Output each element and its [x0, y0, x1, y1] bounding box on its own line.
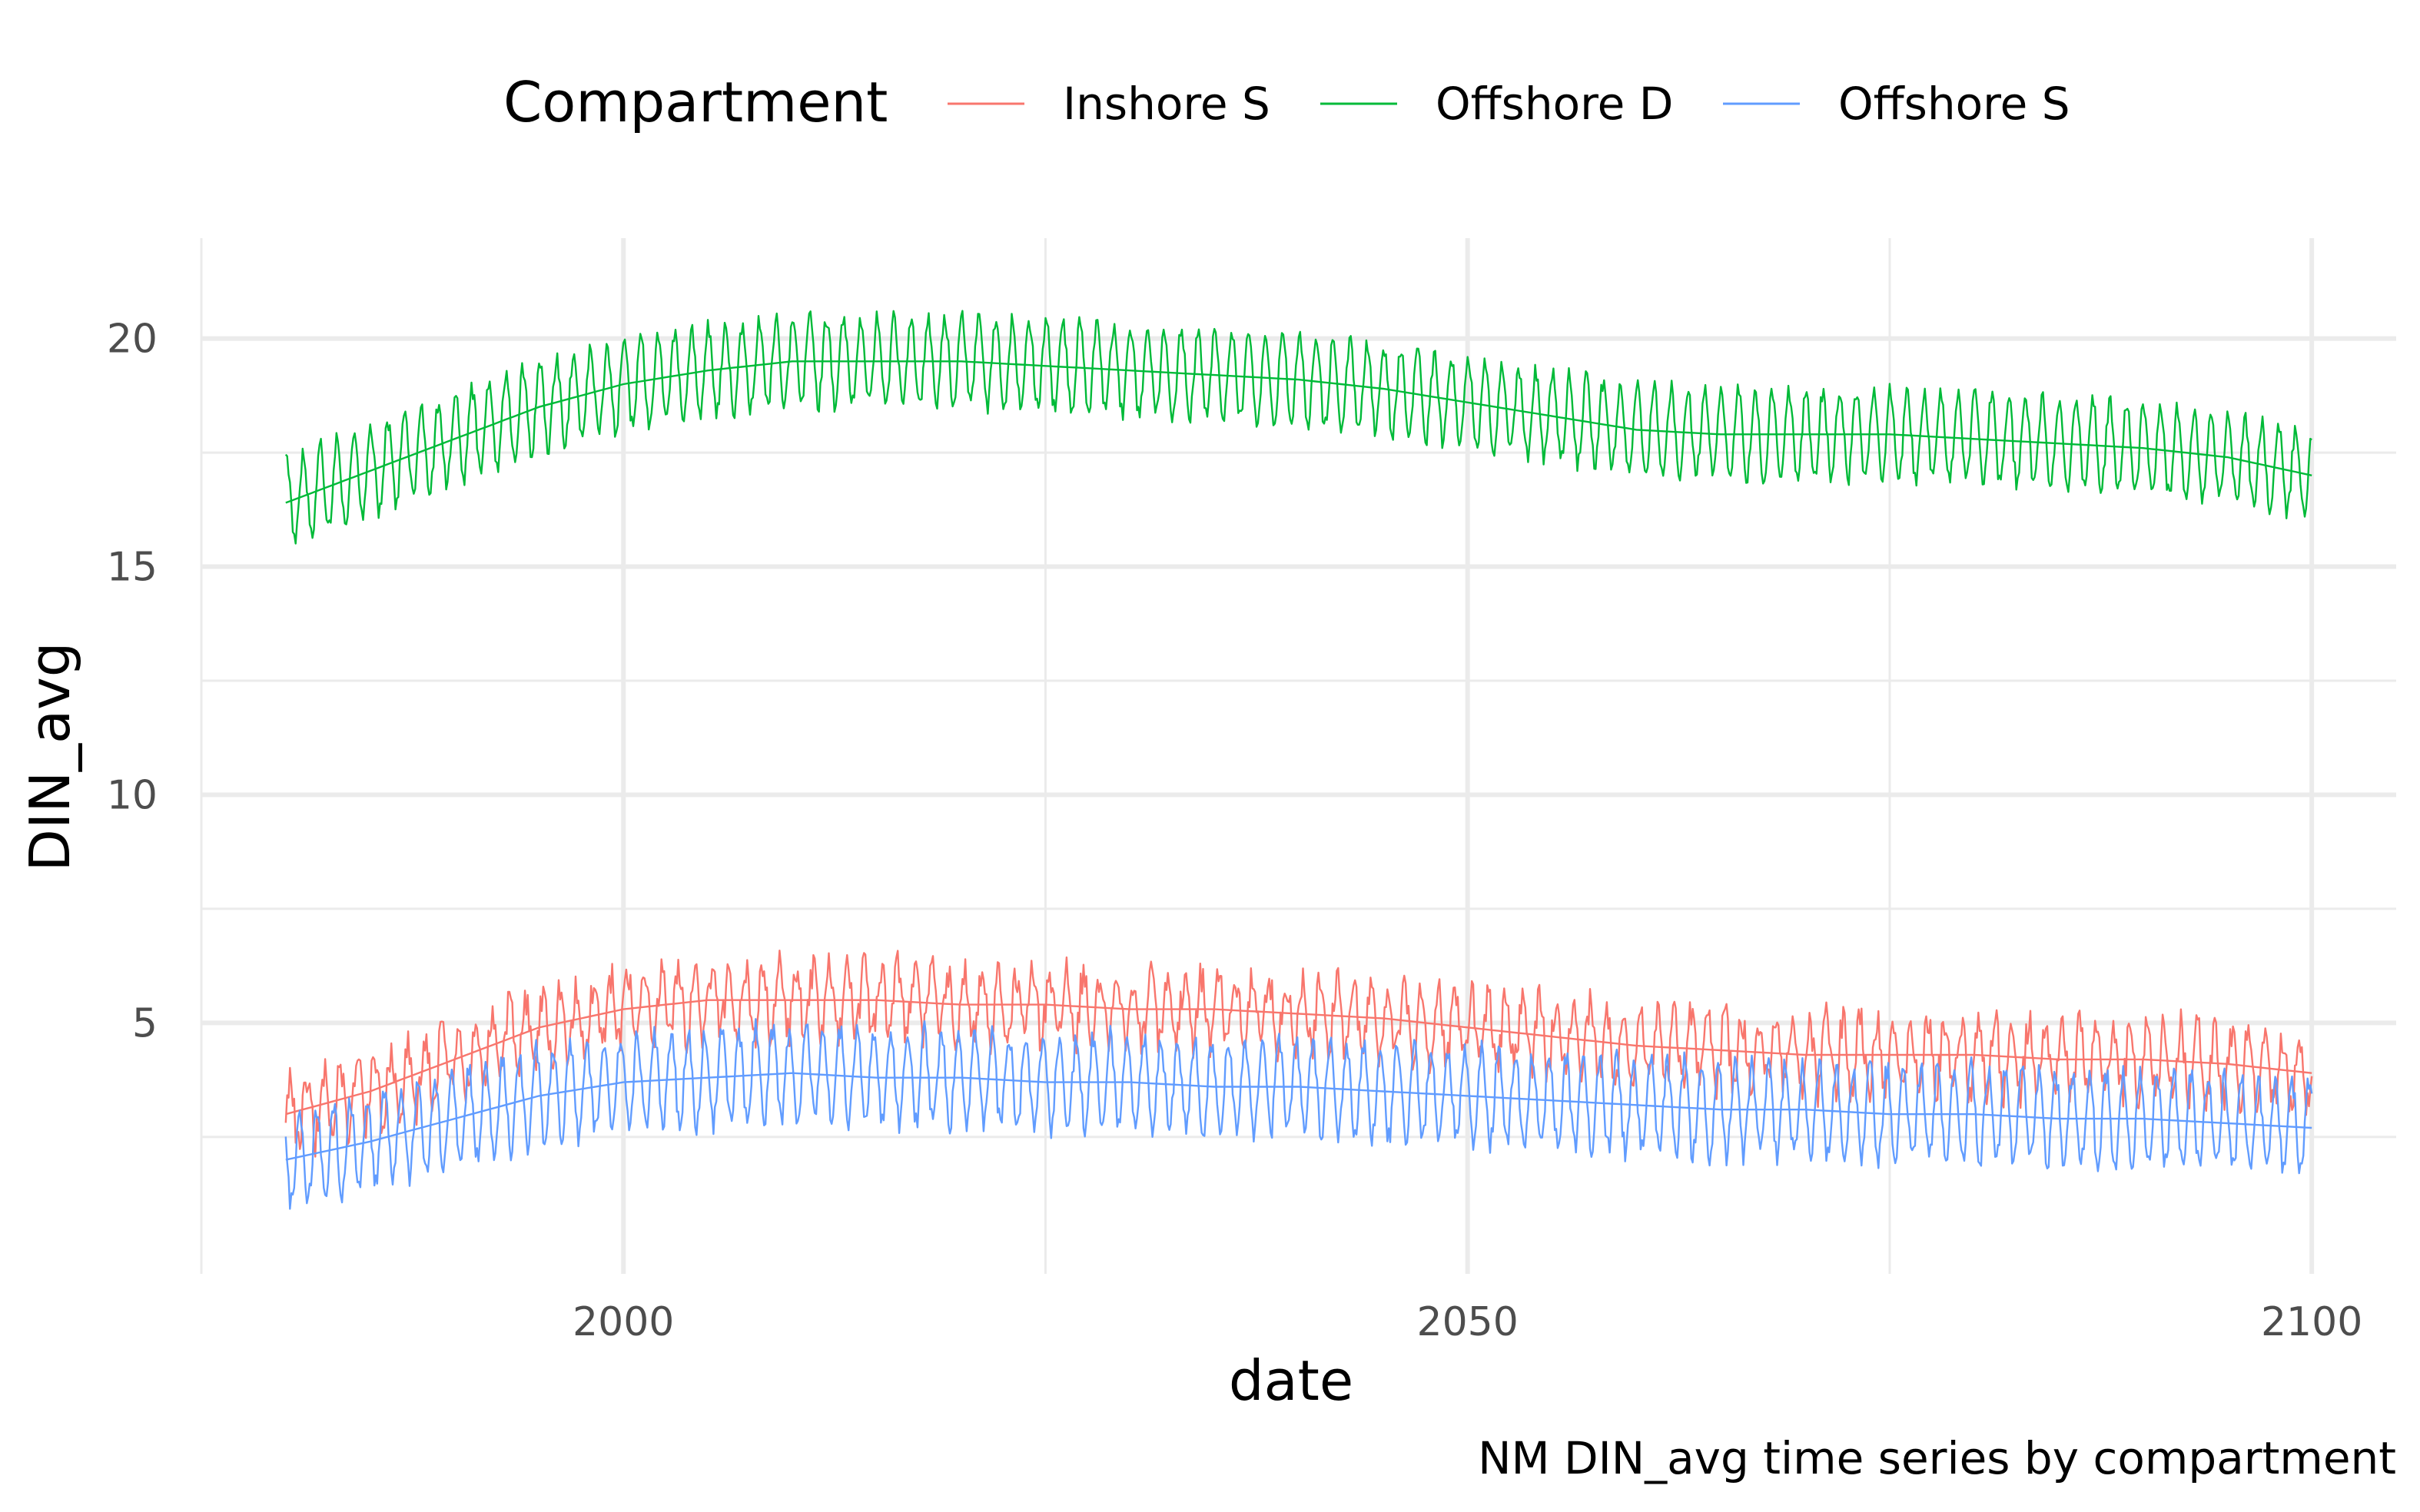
x-axis-ticks: 2000 2050 2100 — [573, 1299, 2362, 1345]
x-axis-label: date — [1229, 1348, 1353, 1413]
legend-label-inshore-s: Inshore S — [1063, 78, 1270, 130]
legend-label-offshore-d: Offshore D — [1436, 78, 1673, 130]
y-tick-label: 20 — [107, 317, 158, 363]
y-tick-label: 5 — [132, 1000, 158, 1046]
x-tick-label: 2050 — [1417, 1299, 1519, 1345]
trend-line-offshore-d — [285, 360, 2312, 504]
x-tick-label: 2000 — [573, 1299, 674, 1345]
legend-title: Compartment — [503, 70, 888, 134]
y-axis-ticks: 5 10 15 20 — [107, 317, 158, 1047]
series-line-offshore-d — [284, 310, 2312, 545]
y-axis-label: DIN_avg — [18, 642, 82, 872]
y-tick-label: 10 — [107, 772, 158, 818]
y-tick-label: 15 — [107, 545, 158, 591]
series-line-inshore-s — [284, 949, 2313, 1158]
trend-line-inshore-s — [285, 999, 2312, 1116]
x-tick-label: 2100 — [2261, 1299, 2362, 1345]
trend-line-offshore-s — [285, 1072, 2312, 1161]
series-line-offshore-s — [284, 1018, 2313, 1210]
chart-caption: NM DIN_avg time series by compartment — [1478, 1432, 2396, 1484]
series-layer — [284, 310, 2313, 1210]
legend: Compartment Inshore S Offshore D Offshore … — [503, 70, 2070, 134]
legend-label-offshore-s: Offshore S — [1838, 78, 2070, 130]
legend-entries: Inshore S Offshore D Offshore S — [948, 78, 2070, 130]
